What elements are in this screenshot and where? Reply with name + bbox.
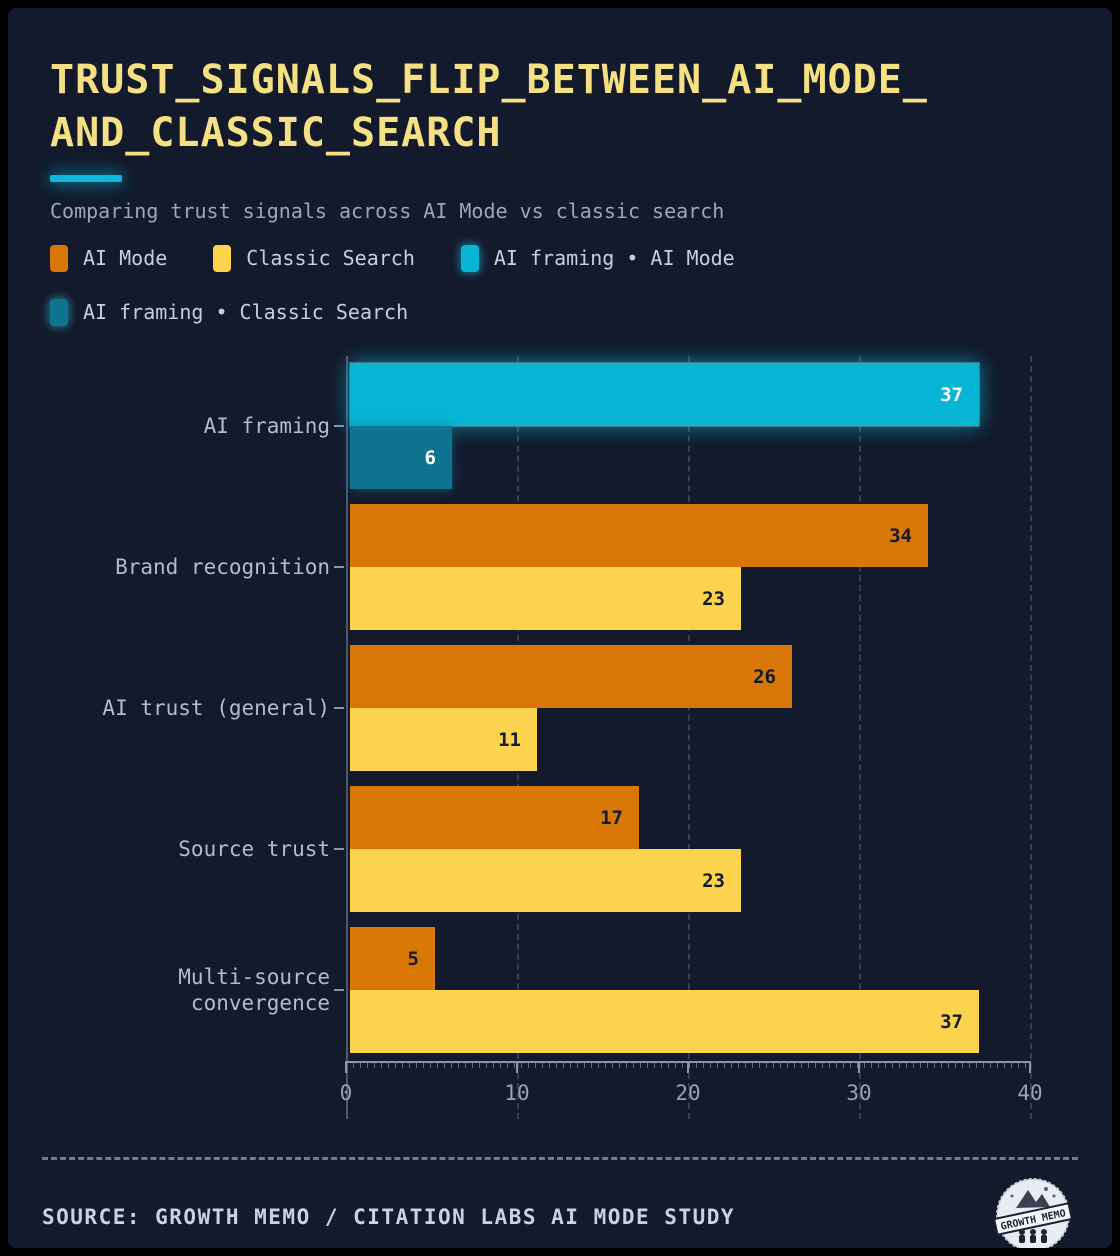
legend-label: AI framing • Classic Search bbox=[83, 300, 409, 325]
axis-major-tick bbox=[858, 1060, 860, 1073]
legend-swatch-icon bbox=[460, 244, 479, 272]
axis-major-tick bbox=[1029, 1060, 1031, 1073]
legend-row-2: AI framing • Classic Search bbox=[50, 298, 1078, 326]
bar-ai-mode: 26 bbox=[350, 645, 792, 709]
bar-value-label: 23 bbox=[702, 587, 725, 610]
bar-value-label: 6 bbox=[424, 446, 436, 469]
chart-subtitle: Comparing trust signals across AI Mode v… bbox=[50, 198, 725, 223]
bar-classic-search: 23 bbox=[350, 849, 741, 913]
axis-tick-label: 20 bbox=[675, 1080, 701, 1105]
bar-classic-search: 37 bbox=[350, 990, 979, 1054]
bar-area: 37 6 bbox=[349, 362, 1078, 490]
chart-rows: AI framing 37 6 Brand recognition 34 23 AI tru… bbox=[42, 356, 1078, 1061]
legend-swatch-icon bbox=[50, 298, 68, 326]
bar-area: 26 11 bbox=[350, 645, 1078, 772]
legend-swatch-icon bbox=[50, 244, 68, 272]
legend-row-1: AI Mode Classic Search AI framing • AI Mod… bbox=[50, 244, 1078, 272]
category-tick bbox=[334, 425, 344, 428]
footer: SOURCE: GROWTH MEMO / CITATION LABS AI M… bbox=[42, 1174, 1078, 1248]
x-axis: 0 10 20 30 40 bbox=[340, 1060, 1043, 1119]
bar-area: 17 23 bbox=[350, 786, 1078, 913]
bar-ai-mode: 37 bbox=[349, 362, 980, 428]
infographic-canvas: TRUST_SIGNALS_FLIP_BETWEEN_AI_MODE_ AND_… bbox=[8, 8, 1112, 1248]
axis-tick-label: 40 bbox=[1017, 1080, 1043, 1105]
category-label: Multi-source convergence bbox=[178, 964, 330, 1016]
bar-value-label: 17 bbox=[600, 806, 623, 829]
category-label: Brand recognition bbox=[115, 554, 330, 579]
bar-classic-search: 23 bbox=[350, 567, 741, 631]
bar-chart: AI framing 37 6 Brand recognition 34 23 AI tru… bbox=[42, 355, 1078, 1119]
axis-tick-label: 0 bbox=[339, 1080, 353, 1105]
bar-value-label: 11 bbox=[498, 728, 521, 751]
source-attribution: SOURCE: GROWTH MEMO / CITATION LABS AI M… bbox=[42, 1204, 736, 1229]
bar-classic-search: 6 bbox=[350, 426, 452, 490]
legend-item: Classic Search bbox=[213, 244, 415, 272]
bar-value-label: 37 bbox=[940, 1010, 963, 1033]
legend-item: AI Mode bbox=[50, 244, 168, 272]
category-tick bbox=[334, 707, 344, 710]
chart-row: Brand recognition 34 23 bbox=[42, 497, 1078, 638]
legend-label: Classic Search bbox=[246, 246, 415, 271]
title-line-1: TRUST_SIGNALS_FLIP_BETWEEN_AI_MODE_ bbox=[50, 57, 928, 103]
legend-item: AI framing • AI Mode bbox=[460, 244, 735, 272]
bar-value-label: 23 bbox=[702, 869, 725, 892]
chart-row: AI framing 37 6 bbox=[42, 356, 1078, 497]
title-accent-bar bbox=[50, 174, 122, 182]
bar-value-label: 37 bbox=[940, 383, 963, 406]
category-label: AI framing bbox=[203, 413, 330, 438]
axis-major-tick bbox=[516, 1060, 518, 1073]
bar-area: 34 23 bbox=[350, 504, 1078, 631]
growth-memo-logo: GROWTH MEMO bbox=[993, 1174, 1073, 1248]
chart-row: AI trust (general) 26 11 bbox=[42, 638, 1078, 779]
bar-value-label: 26 bbox=[753, 665, 776, 688]
bar-ai-mode: 17 bbox=[350, 786, 639, 850]
bar-classic-search: 11 bbox=[350, 708, 537, 772]
chart-legend: AI Mode Classic Search AI framing • AI Mod… bbox=[50, 244, 1078, 326]
chart-row: Source trust 17 23 bbox=[42, 779, 1078, 920]
axis-tick-label: 30 bbox=[846, 1080, 872, 1105]
legend-label: AI framing • AI Mode bbox=[493, 246, 735, 271]
category-label: AI trust (general) bbox=[102, 695, 330, 720]
legend-label: AI Mode bbox=[83, 246, 168, 271]
bar-ai-mode: 5 bbox=[350, 927, 435, 991]
category-tick bbox=[334, 848, 344, 851]
title-line-2: AND_CLASSIC_SEARCH bbox=[50, 109, 502, 156]
footer-divider bbox=[42, 1156, 1078, 1160]
bar-ai-mode: 34 bbox=[350, 504, 928, 568]
bar-value-label: 34 bbox=[889, 524, 912, 547]
category-tick bbox=[334, 566, 344, 569]
axis-major-tick bbox=[687, 1060, 689, 1073]
axis-major-tick bbox=[345, 1060, 347, 1073]
legend-item: AI framing • Classic Search bbox=[50, 298, 409, 326]
bar-value-label: 5 bbox=[407, 947, 419, 970]
bar-area: 5 37 bbox=[350, 927, 1078, 1054]
category-tick bbox=[334, 989, 344, 992]
legend-swatch-icon bbox=[213, 244, 232, 272]
page-title: TRUST_SIGNALS_FLIP_BETWEEN_AI_MODE_ AND_… bbox=[50, 54, 1072, 160]
chart-row: Multi-source convergence 5 37 bbox=[42, 920, 1078, 1061]
category-label: Source trust bbox=[178, 836, 330, 861]
logo-figures bbox=[1019, 1228, 1047, 1243]
axis-tick-label: 10 bbox=[504, 1080, 530, 1105]
